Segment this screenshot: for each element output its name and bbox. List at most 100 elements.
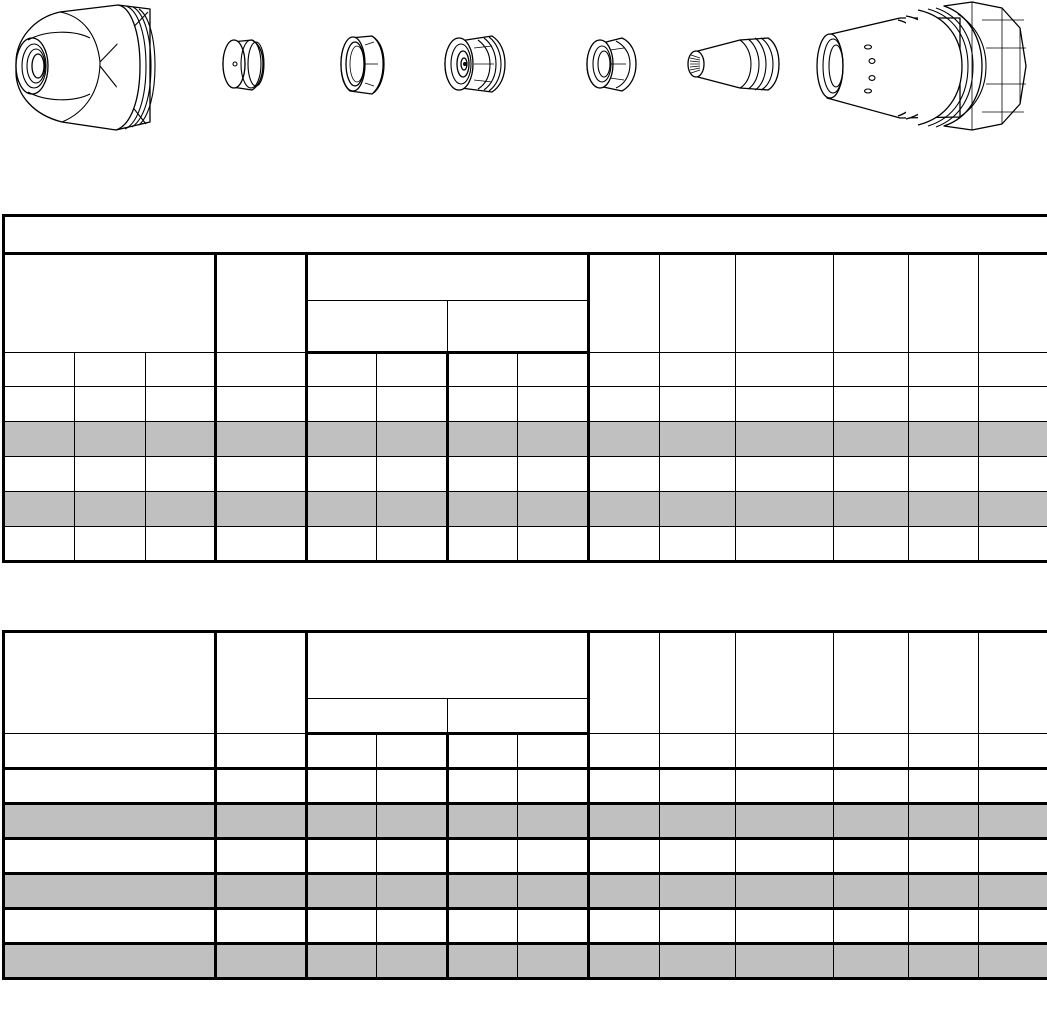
table-cell <box>2 942 217 980</box>
table-cell <box>447 767 518 804</box>
table-one-unit-cell <box>517 352 590 387</box>
table-cell <box>517 386 590 422</box>
table-cell <box>2 767 217 804</box>
table-one-header-col-14 <box>977 253 1047 353</box>
table-cell <box>74 491 146 527</box>
table-cell <box>447 386 518 422</box>
table-two-unit-cell <box>588 733 660 769</box>
table-row <box>2 526 1047 563</box>
table-cell <box>588 526 660 563</box>
table-cell <box>145 491 217 527</box>
table-row <box>2 491 1047 527</box>
table-two-subheader-a <box>306 698 448 735</box>
table-two-unit-cell <box>978 733 1047 769</box>
parts-exploded-view-illustration: .ln { fill:#ffffff; stroke:#000000; stro… <box>0 0 1047 185</box>
table-cell <box>376 802 449 839</box>
specification-table-two <box>2 630 1047 980</box>
table-two-unit-cell <box>2 733 217 769</box>
table-one-unit-cell <box>74 352 146 387</box>
table-cell <box>145 526 217 563</box>
table-cell <box>833 802 909 839</box>
table-cell <box>376 837 449 874</box>
table-cell <box>908 456 979 492</box>
table-two-header-row-top <box>2 630 1047 734</box>
table-row <box>2 767 1047 804</box>
table-cell <box>215 456 308 492</box>
table-one-unit-cell <box>2 352 75 387</box>
table-cell <box>908 491 979 527</box>
table-two-unit-cell <box>447 733 518 769</box>
table-one-unit-cell <box>306 352 377 387</box>
table-cell <box>306 421 377 457</box>
table-cell <box>215 802 308 839</box>
table-cell <box>659 942 736 980</box>
table-two-unit-cell <box>833 733 909 769</box>
table-cell <box>908 942 979 980</box>
table-two-header-col-8 <box>659 630 736 734</box>
table-cell <box>833 872 909 909</box>
table-cell <box>447 872 518 909</box>
table-cell <box>517 942 590 980</box>
table-cell <box>908 767 979 804</box>
table-cell <box>833 491 909 527</box>
table-cell <box>908 837 979 874</box>
table-cell <box>659 491 736 527</box>
table-one-header-col-13 <box>908 253 979 353</box>
table-row <box>2 942 1047 980</box>
table-cell <box>306 837 377 874</box>
table-one-title-cell <box>1 214 1047 255</box>
table-one-header-col-12 <box>833 253 909 353</box>
table-cell <box>833 837 909 874</box>
table-cell <box>74 526 146 563</box>
table-cell <box>376 491 449 527</box>
table-cell <box>588 421 660 457</box>
table-cell <box>306 802 377 839</box>
table-cell <box>735 421 834 457</box>
table-cell <box>978 767 1047 804</box>
table-cell <box>908 802 979 839</box>
table-cell <box>306 872 377 909</box>
table-two-header-col-7 <box>588 630 660 734</box>
table-cell <box>588 802 660 839</box>
table-cell <box>517 802 590 839</box>
table-one-unit-cell <box>376 352 449 387</box>
table-one-unit-cell <box>215 352 308 387</box>
table-cell <box>447 837 518 874</box>
table-one-header-col-9 <box>588 253 660 353</box>
table-two-units-row <box>2 733 1047 769</box>
table-row <box>2 837 1047 874</box>
table-cell <box>588 767 660 804</box>
table-cell <box>74 456 146 492</box>
table-row <box>2 802 1047 839</box>
table-two-unit-cell <box>659 733 736 769</box>
table-cell <box>447 802 518 839</box>
table-cell <box>908 872 979 909</box>
table-two-header-row-sub <box>4 698 1047 735</box>
table-cell <box>145 386 217 422</box>
table-cell <box>145 421 217 457</box>
table-cell <box>977 491 1047 527</box>
table-cell <box>735 386 834 422</box>
table-one-unit-cell <box>977 352 1047 387</box>
table-one-header-col-10 <box>659 253 736 353</box>
table-cell <box>215 907 308 944</box>
table-cell <box>447 942 518 980</box>
part-swirl-ring <box>586 37 637 92</box>
table-cell <box>977 386 1047 422</box>
table-cell <box>306 491 377 527</box>
table-cell <box>659 421 736 457</box>
table-one-header-col-11 <box>735 253 834 353</box>
table-cell <box>447 456 518 492</box>
table-cell <box>306 767 377 804</box>
table-cell <box>833 421 909 457</box>
table-cell <box>215 837 308 874</box>
table-cell <box>517 872 590 909</box>
table-two-header-col-12 <box>978 630 1047 734</box>
table-one-subheader-a <box>306 300 448 354</box>
table-two-header-left-group <box>2 630 217 734</box>
table-cell <box>833 907 909 944</box>
table-cell <box>306 456 377 492</box>
part-retaining-cap <box>340 35 385 95</box>
table-cell <box>145 456 217 492</box>
table-cell <box>588 456 660 492</box>
